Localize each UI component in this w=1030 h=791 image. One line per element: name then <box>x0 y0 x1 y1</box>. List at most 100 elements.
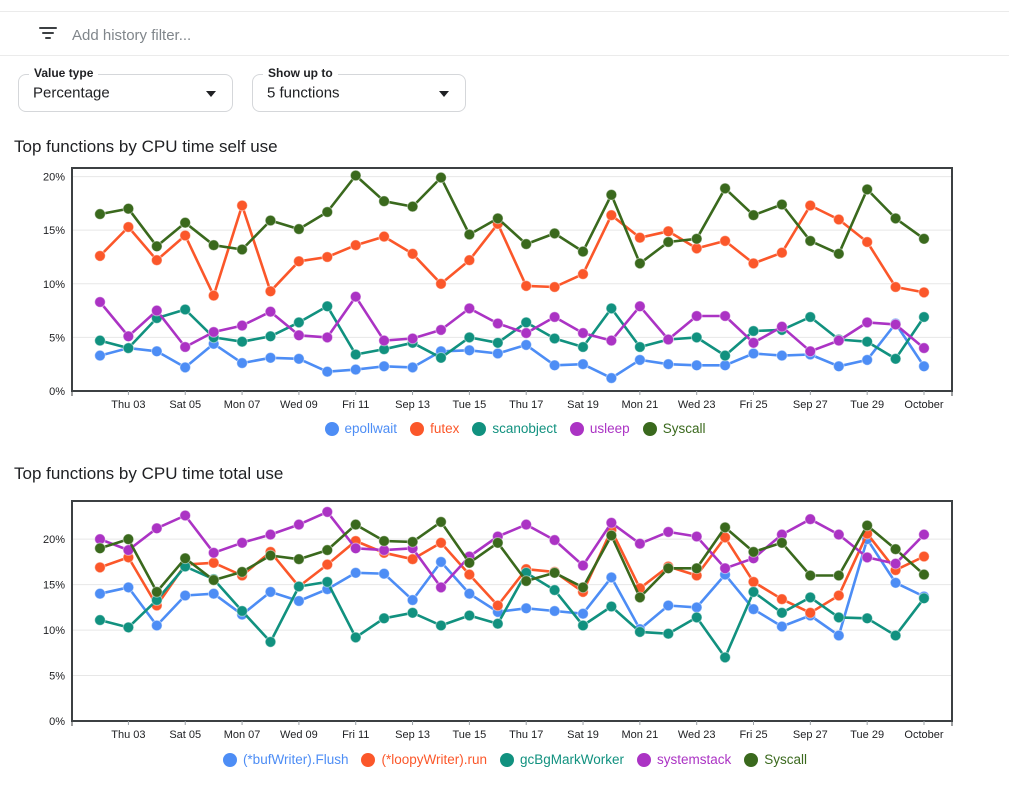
data-point[interactable] <box>406 200 419 213</box>
data-point[interactable] <box>406 248 419 260</box>
data-point[interactable] <box>776 320 788 333</box>
data-point[interactable] <box>577 358 589 370</box>
data-point[interactable] <box>719 235 731 247</box>
data-point[interactable] <box>548 584 561 596</box>
value-type-select[interactable]: Value type Percentage <box>18 66 233 112</box>
data-point[interactable] <box>492 617 504 630</box>
data-point[interactable] <box>690 359 703 372</box>
data-point[interactable] <box>122 621 135 634</box>
data-point[interactable] <box>548 311 561 323</box>
data-point[interactable] <box>236 243 248 256</box>
data-point[interactable] <box>321 506 334 518</box>
data-point[interactable] <box>577 341 589 353</box>
data-point[interactable] <box>236 335 248 348</box>
data-point[interactable] <box>122 221 135 233</box>
data-point[interactable] <box>861 551 874 564</box>
cpu-time-self-use-chart[interactable]: 0% 5% 10% 15% 20% Thu 03 Sat 05 Mon 07 Wed 09 Fri… <box>0 160 1030 416</box>
data-point[interactable] <box>634 257 646 270</box>
data-point[interactable] <box>236 319 248 332</box>
data-point[interactable] <box>435 324 447 336</box>
data-point[interactable] <box>151 619 163 632</box>
data-point[interactable] <box>151 586 163 598</box>
data-point[interactable] <box>861 316 874 329</box>
data-point[interactable] <box>406 594 419 606</box>
data-point[interactable] <box>406 553 419 565</box>
data-point[interactable] <box>349 290 362 303</box>
data-point[interactable] <box>690 530 703 543</box>
data-point[interactable] <box>94 349 106 362</box>
data-point[interactable] <box>861 354 874 366</box>
data-point[interactable] <box>634 591 646 604</box>
data-point[interactable] <box>236 199 248 212</box>
data-point[interactable] <box>406 607 419 619</box>
data-point[interactable] <box>747 603 760 615</box>
data-point[interactable] <box>321 251 334 263</box>
data-point[interactable] <box>662 225 675 238</box>
data-point[interactable] <box>861 335 874 348</box>
data-point[interactable] <box>435 278 447 290</box>
data-point[interactable] <box>349 169 362 182</box>
data-point[interactable] <box>520 602 533 615</box>
data-point[interactable] <box>804 235 817 247</box>
data-point[interactable] <box>435 171 447 184</box>
data-point[interactable] <box>321 365 334 378</box>
data-point[interactable] <box>605 189 618 201</box>
data-point[interactable] <box>577 581 589 594</box>
data-point[interactable] <box>804 569 817 582</box>
data-point[interactable] <box>861 236 874 248</box>
data-point[interactable] <box>207 557 220 569</box>
data-point[interactable] <box>435 581 447 594</box>
data-point[interactable] <box>889 577 902 589</box>
data-point[interactable] <box>776 349 788 362</box>
data-point[interactable] <box>378 535 390 547</box>
data-point[interactable] <box>293 553 305 565</box>
data-point[interactable] <box>264 214 277 227</box>
data-point[interactable] <box>833 629 845 642</box>
data-point[interactable] <box>889 353 902 365</box>
data-point[interactable] <box>236 357 248 369</box>
data-point[interactable] <box>577 268 589 280</box>
data-point[interactable] <box>492 337 504 349</box>
data-point[interactable] <box>122 533 135 546</box>
data-point[interactable] <box>833 334 845 347</box>
history-filter-input[interactable] <box>70 20 934 50</box>
data-point[interactable] <box>804 311 817 323</box>
data-point[interactable] <box>747 257 760 270</box>
data-point[interactable] <box>548 332 561 345</box>
data-point[interactable] <box>94 561 106 574</box>
data-point[interactable] <box>719 349 731 362</box>
data-point[interactable] <box>378 334 390 347</box>
data-point[interactable] <box>151 345 163 358</box>
data-point[interactable] <box>264 528 277 541</box>
data-point[interactable] <box>747 325 760 337</box>
data-point[interactable] <box>94 334 106 347</box>
data-point[interactable] <box>321 300 334 313</box>
data-point[interactable] <box>918 592 930 605</box>
data-point[interactable] <box>236 566 248 578</box>
data-point[interactable] <box>463 568 476 581</box>
data-point[interactable] <box>293 353 305 365</box>
data-point[interactable] <box>889 212 902 225</box>
data-point[interactable] <box>321 576 334 588</box>
data-point[interactable] <box>435 352 447 364</box>
data-point[interactable] <box>605 209 618 222</box>
data-point[interactable] <box>577 619 589 632</box>
data-point[interactable] <box>463 587 476 600</box>
data-point[interactable] <box>634 537 646 550</box>
data-point[interactable] <box>264 586 277 598</box>
data-point[interactable] <box>520 339 533 351</box>
data-point[interactable] <box>690 310 703 322</box>
data-point[interactable] <box>634 231 646 244</box>
data-point[interactable] <box>435 516 447 528</box>
data-point[interactable] <box>179 303 191 316</box>
data-point[interactable] <box>690 331 703 344</box>
data-point[interactable] <box>264 549 277 562</box>
data-point[interactable] <box>349 542 362 555</box>
data-point[interactable] <box>122 342 135 354</box>
data-point[interactable] <box>605 571 618 584</box>
data-point[interactable] <box>349 567 362 579</box>
data-point[interactable] <box>747 546 760 558</box>
data-point[interactable] <box>293 595 305 607</box>
data-point[interactable] <box>776 537 788 549</box>
data-point[interactable] <box>747 347 760 360</box>
